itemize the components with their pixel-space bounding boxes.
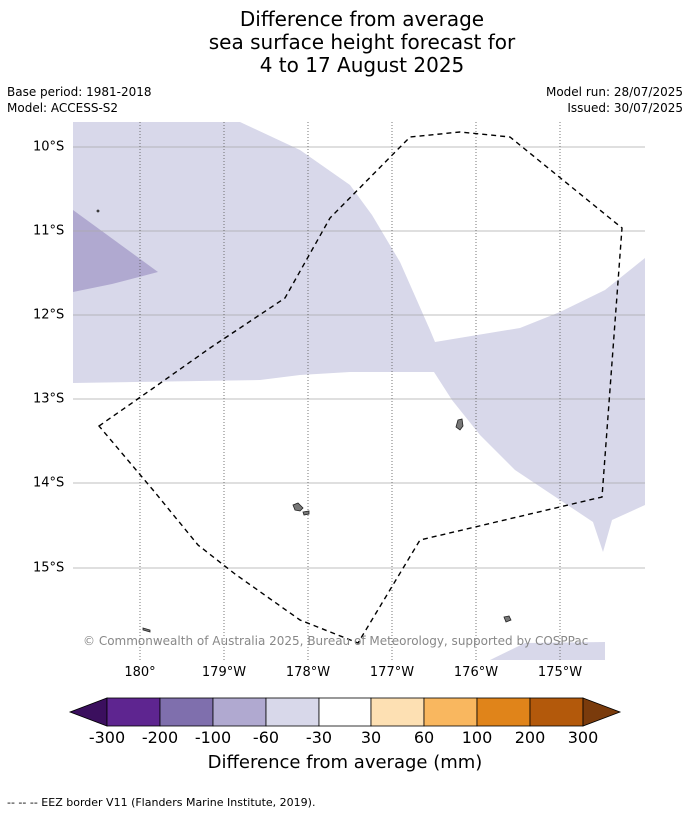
lon-label-180: 180° [124,665,156,680]
colorbar-segment-8 [476,697,531,727]
islands [96,209,512,633]
colorbar-tick-label: -300 [88,728,126,747]
colorbar-segment-5 [318,697,372,727]
colorbar-extend-high [582,697,622,727]
colorbar [68,697,622,727]
lat-label-11s: 11°S [33,223,65,239]
base-period: Base period: 1981-2018 [7,85,152,99]
meta-right: Model run: 28/07/2025 Issued: 30/07/2025 [546,84,683,116]
lat-label-13s: 13°S [33,391,65,407]
colorbar-tick-label: 100 [461,728,493,747]
eez-border [97,131,623,644]
lon-label-179w: 179°W [201,665,247,680]
colorbar-segment-1 [106,697,161,727]
colorbar-segment-3 [212,697,267,727]
model-name: Model: ACCESS-S2 [7,101,119,115]
lat-label-15s: 15°S [33,560,65,576]
colorbar-title: Difference from average (mm) [207,752,483,773]
colorbar-segment-2 [159,697,214,727]
colorbar-segment-7 [423,697,478,727]
colorbar-segment-4 [265,697,320,727]
title-line-1: Difference from average [239,7,485,31]
lon-label-175w: 175°W [537,665,583,680]
island-wallis-small [302,510,310,516]
island-sw [142,627,151,633]
island-niuafoou [455,418,464,431]
colorbar-tick-label: -60 [252,728,280,747]
anomaly-region-light [73,122,645,552]
island-nw [96,209,100,213]
colorbar-tick-label: 30 [360,728,382,747]
colorbar-extend-low [68,697,108,727]
colorbar-tick-label: -100 [194,728,232,747]
lon-label-178w: 178°W [285,665,331,680]
lat-label-10s: 10°S [33,139,65,155]
colorbar-tick-label: 300 [567,728,599,747]
anomaly-region-medium [73,210,158,292]
lat-label-12s: 12°S [33,307,65,323]
colorbar-segment-6 [370,697,425,727]
lon-label-177w: 177°W [369,665,415,680]
meta-left: Base period: 1981-2018 Model: ACCESS-S2 [7,84,152,116]
title-line-2: sea surface height forecast for [208,30,516,54]
colorbar-segment-9 [529,697,584,727]
colorbar-tick-label: 60 [413,728,435,747]
title-line-3: 4 to 17 August 2025 [259,53,465,77]
lon-label-176w: 176°W [453,665,499,680]
model-run: Model run: 28/07/2025 [545,85,683,99]
latitude-gridlines [73,146,645,569]
chart-title: Difference from average sea surface heig… [0,8,690,77]
lat-label-14s: 14°S [33,475,65,491]
issued-date: Issued: 30/07/2025 [567,101,683,115]
colorbar-tick-label: 200 [514,728,546,747]
map-panel: © Commonwealth of Australia 2025, Bureau… [73,122,645,660]
colorbar-tick-label: -200 [141,728,179,747]
eez-footnote: -- -- -- EEZ border V11 (Flanders Marine… [7,796,316,809]
island-east [503,615,512,623]
copyright-text: © Commonwealth of Australia 2025, Bureau… [83,634,588,648]
colorbar-tick-label: -30 [305,728,333,747]
anomaly-region-bottom [490,642,605,660]
island-wallis [292,502,304,512]
